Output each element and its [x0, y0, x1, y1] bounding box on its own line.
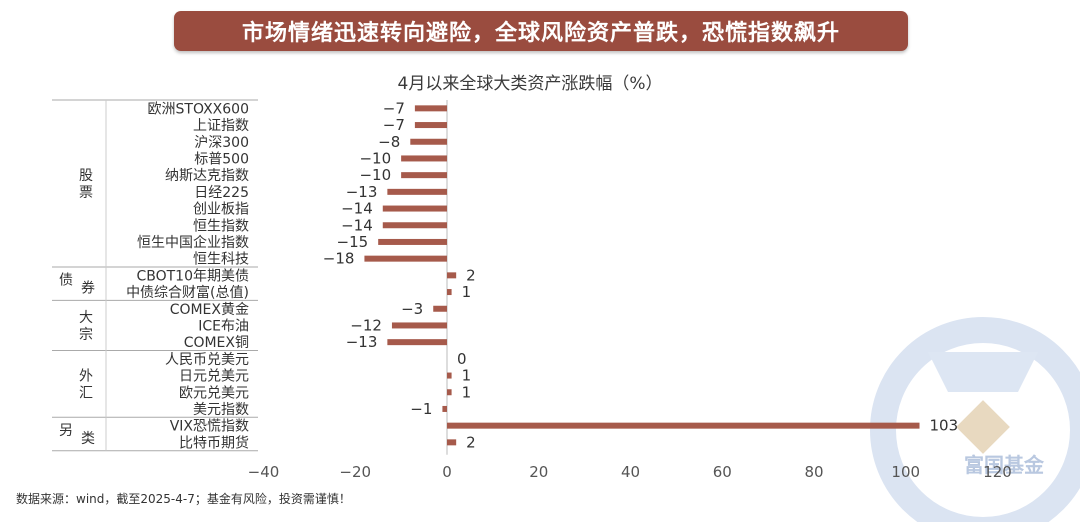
x-tick-label: −40 — [248, 463, 280, 481]
value-label: 1 — [462, 383, 472, 401]
category-label: 恒生科技 — [193, 252, 249, 268]
category-label: 恒生指数 — [193, 218, 249, 234]
x-tick-label: 80 — [804, 463, 823, 481]
category-label: CBOT10年期美债 — [136, 268, 249, 284]
bar-chart: 4月以来全球大类资产涨跌幅（%） −40 −20 0 20 40 60 80 100 120股票… — [52, 74, 1012, 481]
bar — [447, 439, 457, 446]
group-label: 债券 — [59, 273, 95, 297]
bar — [382, 222, 447, 229]
value-label: −8 — [378, 133, 400, 151]
category-label: 美元指数 — [193, 402, 249, 418]
value-label: 0 — [457, 350, 467, 368]
bar — [447, 422, 920, 429]
category-label: 欧洲STOXX600 — [148, 101, 249, 117]
data-source-note: 数据来源：wind，截至2025-4-7；基金有风险，投资需谨慎！ — [16, 492, 351, 506]
bar — [391, 322, 447, 329]
x-tick-label: −20 — [339, 463, 371, 481]
category-label: 恒生中国企业指数 — [137, 234, 249, 251]
value-label: −7 — [383, 99, 405, 117]
bar — [378, 238, 447, 245]
bar — [414, 105, 447, 112]
value-label: 103 — [930, 417, 959, 435]
bar — [401, 155, 447, 162]
title-banner: 市场情绪迅速转向避险，全球风险资产普跌，恐慌指数飙升 — [174, 11, 908, 51]
x-tick-label: 60 — [713, 463, 732, 481]
value-label: −13 — [346, 183, 378, 201]
bar — [447, 389, 452, 396]
category-label: 人民币兑美元 — [165, 352, 249, 368]
bar — [414, 122, 447, 129]
chart-title: 4月以来全球大类资产涨跌幅（%） — [398, 74, 663, 94]
category-label: 创业板指 — [193, 202, 249, 218]
group-label: 股票 — [79, 168, 93, 201]
watermark-text: 富国基金 — [964, 453, 1045, 477]
category-label: COMEX黄金 — [170, 301, 249, 318]
category-label: 日经225 — [194, 185, 249, 201]
value-label: −12 — [350, 316, 382, 334]
bar — [410, 138, 447, 145]
value-label: 2 — [466, 266, 476, 284]
bar — [387, 339, 447, 346]
x-tick-label: 20 — [529, 463, 548, 481]
category-label: 日元兑美元 — [179, 369, 249, 385]
x-tick-label: 100 — [891, 463, 920, 481]
category-label: 比特币期货 — [179, 434, 249, 451]
value-label: −7 — [383, 116, 405, 134]
value-label: 1 — [462, 283, 472, 301]
value-label: −1 — [410, 400, 432, 418]
value-label: −15 — [337, 233, 369, 251]
category-label: 沪深300 — [194, 135, 249, 151]
category-label: 纳斯达克指数 — [165, 168, 249, 184]
category-label: 中债综合财富(总值) — [126, 284, 249, 301]
category-label: COMEX铜 — [184, 335, 249, 351]
group-label: 大宗 — [79, 310, 93, 343]
category-label: 标普500 — [194, 151, 249, 167]
x-tick-label: 0 — [442, 463, 452, 481]
value-label: −13 — [346, 333, 378, 351]
value-label: −10 — [359, 149, 391, 167]
value-label: −3 — [401, 300, 423, 318]
category-label: ICE布油 — [198, 318, 249, 334]
value-label: −18 — [323, 250, 355, 268]
value-label: −10 — [359, 166, 391, 184]
category-label: 上证指数 — [193, 118, 249, 134]
fullgoal-logo-icon: 富国基金 — [870, 317, 1080, 522]
bar — [382, 205, 447, 212]
bar — [447, 372, 452, 379]
bar — [447, 289, 452, 296]
category-label: 欧元兑美元 — [179, 385, 249, 401]
bar — [387, 188, 447, 195]
value-label: 2 — [466, 433, 476, 451]
value-label: −14 — [341, 216, 373, 234]
value-label: 1 — [462, 367, 472, 385]
bar — [364, 255, 447, 262]
group-label: 外汇 — [79, 368, 93, 401]
category-label: VIX恐慌指数 — [170, 419, 249, 435]
value-label: −14 — [341, 200, 373, 218]
x-tick-label: 120 — [983, 463, 1012, 481]
bar — [442, 405, 447, 412]
bar — [401, 172, 447, 179]
group-label: 另类 — [59, 423, 95, 447]
bar — [447, 272, 457, 279]
x-tick-label: 40 — [621, 463, 640, 481]
banner-title: 市场情绪迅速转向避险，全球风险资产普跌，恐慌指数飙升 — [241, 21, 840, 46]
bar — [433, 305, 447, 312]
